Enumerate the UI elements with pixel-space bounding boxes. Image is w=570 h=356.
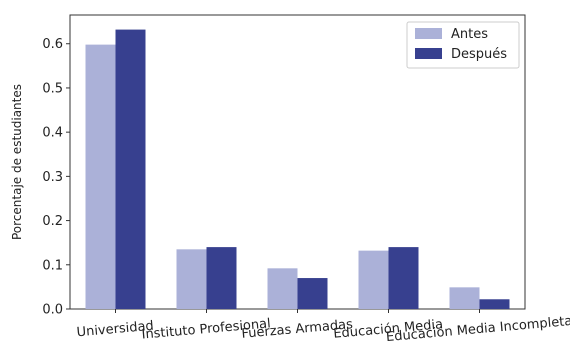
legend: Antes Después — [406, 21, 520, 69]
plot-area: 0.00.10.20.30.40.50.6 UniversidadInstitu… — [42, 14, 570, 345]
y-tick-label: 0.3 — [42, 170, 63, 185]
y-tick-label: 0.5 — [42, 81, 63, 96]
legend-swatch-antes — [415, 28, 442, 39]
bar-antes-universidad — [85, 44, 116, 309]
y-tick-label: 0.1 — [42, 258, 63, 273]
y-axis-label: Porcentaje de estudiantes — [10, 84, 24, 240]
y-tick-label: 0.4 — [42, 126, 63, 141]
bar-antes-instituto-profesional — [176, 249, 207, 309]
bar-antes-educacion-media — [358, 250, 389, 309]
bar-despues-educacion-media — [388, 247, 419, 309]
bar-antes-educacion-media-incompleta — [449, 287, 480, 309]
x-tick-label-educacion-media-incompleta: Educación Media Incompleta — [385, 314, 570, 345]
y-tick-label: 0.0 — [42, 303, 63, 318]
bar-despues-instituto-profesional — [206, 247, 237, 309]
x-tick-label-universidad: Universidad — [76, 319, 154, 341]
bar-despues-educacion-media-incompleta — [479, 299, 510, 309]
bar-antes-fuerzas-armadas — [267, 268, 298, 309]
y-tick-label: 0.6 — [42, 37, 63, 52]
y-tick-label: 0.2 — [42, 214, 63, 229]
legend-label-despues: Después — [451, 47, 507, 62]
bar-despues-fuerzas-armadas — [297, 278, 328, 309]
legend-label-antes: Antes — [451, 27, 488, 42]
legend-swatch-despues — [415, 48, 442, 59]
bar-despues-universidad — [115, 29, 146, 309]
